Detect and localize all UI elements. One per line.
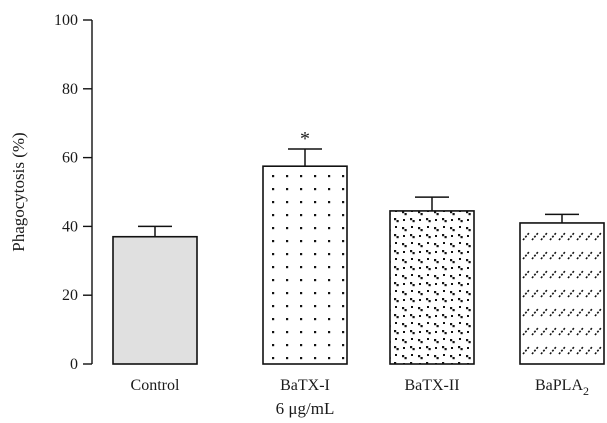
- x-tick-label: BaPLA2: [535, 377, 589, 398]
- y-axis: 0 20 40 60 80 100: [54, 12, 93, 373]
- y-tick-label: 60: [62, 150, 78, 167]
- y-axis-title: Phagocytosis (%): [9, 132, 28, 251]
- bar-group: *: [262, 128, 348, 365]
- bar-group: [389, 196, 475, 365]
- x-tick-label: Control: [131, 377, 180, 394]
- bar: [519, 222, 605, 365]
- bar: [112, 235, 198, 365]
- y-tick-label: 0: [70, 356, 78, 373]
- y-tick-label: 100: [54, 12, 78, 29]
- y-tick-label: 40: [62, 218, 78, 235]
- x-axis-title: 6 μg/mL: [276, 399, 335, 418]
- significance-marker: *: [300, 128, 310, 150]
- y-tick-label: 20: [62, 287, 78, 304]
- bar-group: [519, 213, 605, 365]
- bar: [389, 210, 475, 365]
- x-tick-label: BaTX-I: [280, 377, 330, 394]
- bar-group: [112, 225, 198, 365]
- y-tick-label: 80: [62, 81, 78, 98]
- x-tick-label: BaTX-II: [404, 377, 459, 394]
- bar: [262, 165, 348, 365]
